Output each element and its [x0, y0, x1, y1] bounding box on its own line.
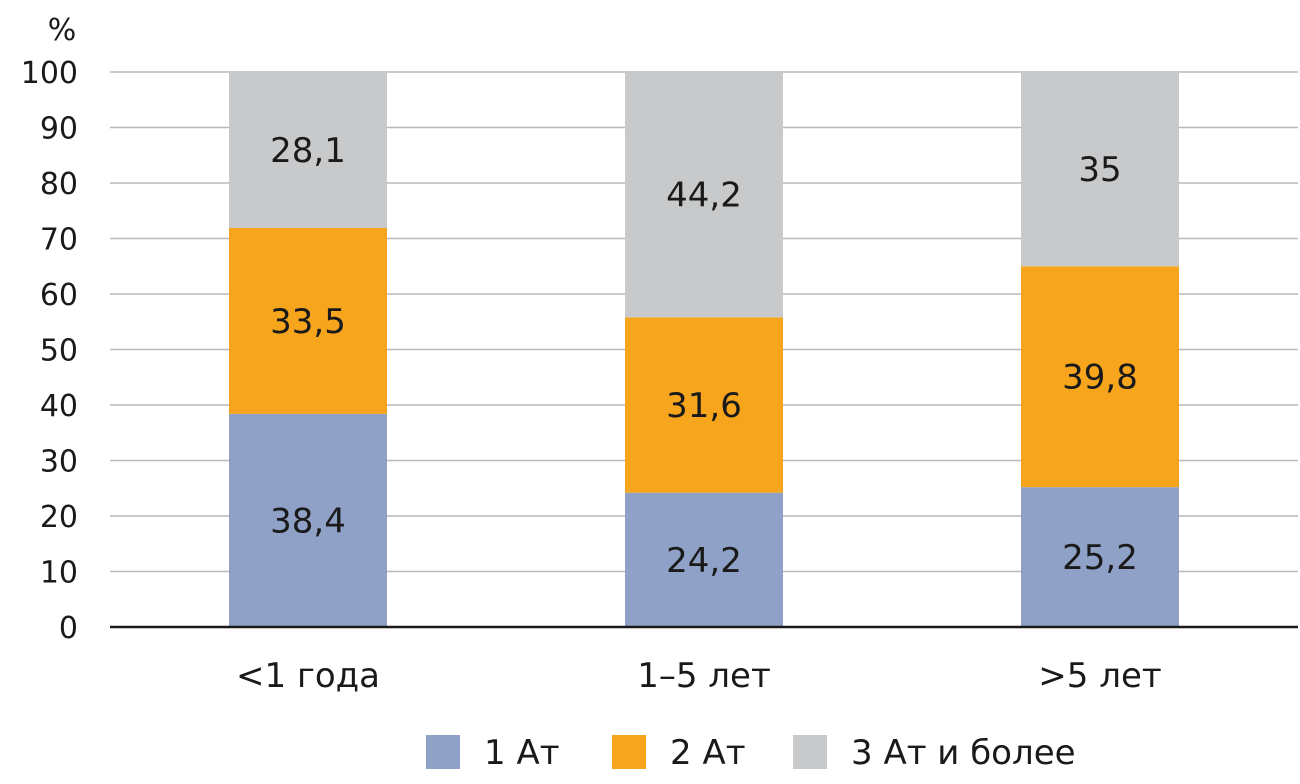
bar-segment	[229, 227, 387, 414]
legend: 1 Ат 2 Ат 3 Ат и более	[426, 733, 1076, 773]
category-labels: <1 года 1–5 лет >5 лет	[236, 656, 1162, 696]
bar-segment	[625, 72, 783, 318]
data-label: 33,5	[270, 302, 346, 342]
y-tick-label: 50	[40, 334, 78, 369]
y-tick-label: 40	[40, 389, 78, 424]
data-labels: 38,4 33,5 28,1 24,2 31,6 44,2 25,2 39,8 35	[270, 131, 1138, 581]
data-label: 24,2	[666, 541, 742, 581]
bar-segment	[625, 492, 783, 627]
bar-segment	[1021, 266, 1179, 488]
data-label: 31,6	[666, 386, 742, 426]
y-tick-label: 30	[40, 445, 78, 480]
bar-segment	[1021, 487, 1179, 627]
data-label: 25,2	[1062, 538, 1138, 578]
bars	[229, 72, 1179, 627]
data-label: 38,4	[270, 501, 346, 541]
data-label: 35	[1078, 150, 1121, 190]
y-axis-ticks: 0 10 20 30 40 50 60 70 80 90 100	[21, 56, 78, 646]
bar-segment	[229, 413, 387, 627]
y-tick-label: 0	[59, 611, 78, 646]
legend-swatch	[612, 735, 646, 769]
data-label: 39,8	[1062, 358, 1138, 398]
y-axis-unit-label: %	[48, 13, 77, 48]
x-category-label: >5 лет	[1038, 656, 1161, 696]
bar-segment	[625, 317, 783, 493]
x-category-label: <1 года	[236, 656, 380, 696]
y-tick-label: 90	[40, 112, 78, 147]
y-tick-label: 20	[40, 500, 78, 535]
x-category-label: 1–5 лет	[637, 656, 771, 696]
legend-label: 2 Ат	[670, 733, 746, 773]
data-label: 44,2	[666, 176, 742, 216]
y-tick-label: 60	[40, 278, 78, 313]
legend-label: 1 Ат	[484, 733, 560, 773]
legend-label: 3 Ат и более	[851, 733, 1076, 773]
legend-swatch	[426, 735, 460, 769]
bar-segment	[229, 72, 387, 228]
y-tick-label: 100	[21, 56, 78, 91]
legend-swatch	[793, 735, 827, 769]
y-tick-label: 70	[40, 223, 78, 258]
bar-segment	[1021, 72, 1179, 267]
y-tick-label: 10	[40, 556, 78, 591]
data-label: 28,1	[270, 131, 346, 171]
y-tick-label: 80	[40, 167, 78, 202]
